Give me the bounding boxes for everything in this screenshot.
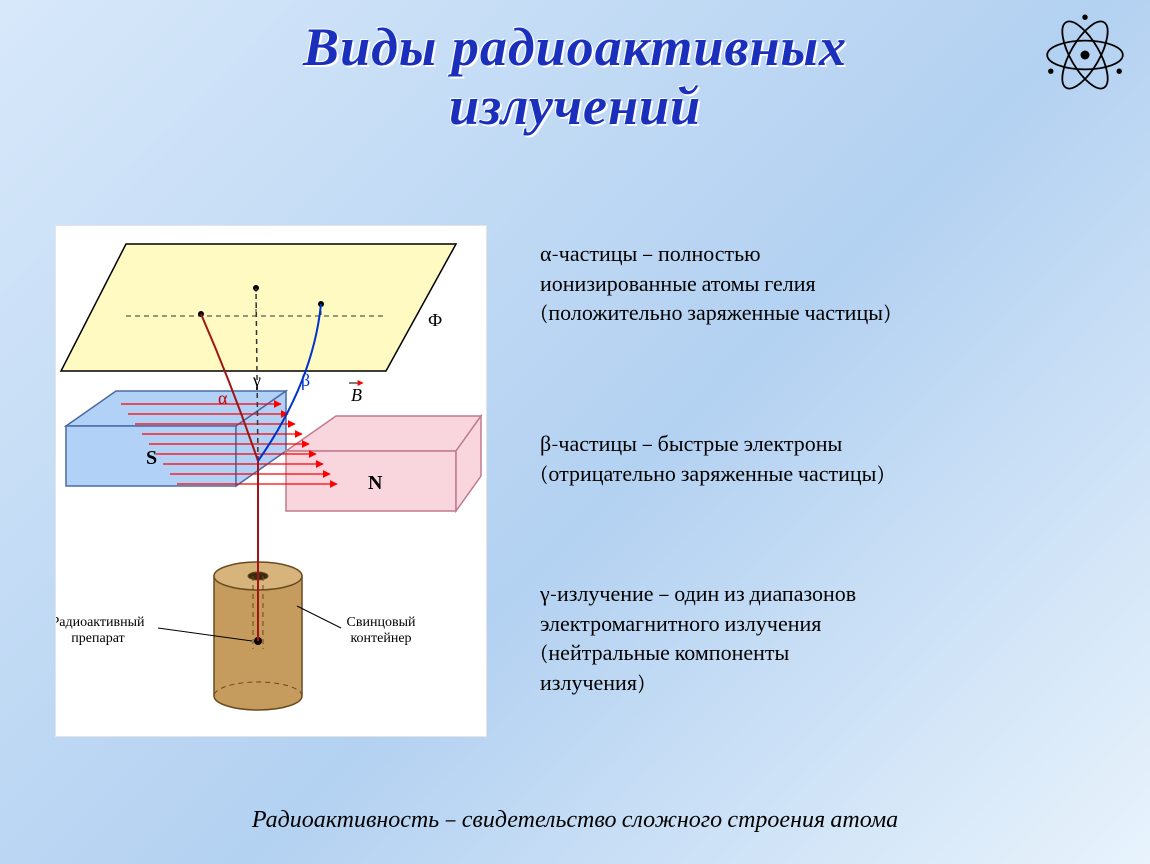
svg-text:γ: γ xyxy=(252,370,261,390)
svg-text:S: S xyxy=(146,447,157,469)
text-line: излучения) xyxy=(540,669,1110,699)
text-line: электромагнитного излучения xyxy=(540,610,1110,640)
atom-icon xyxy=(1040,10,1130,100)
svg-text:α: α xyxy=(218,388,228,408)
svg-text:β: β xyxy=(301,370,310,390)
alpha-description: α-частицы – полностьюионизированные атом… xyxy=(540,240,1110,329)
text-line: (отрицательно заряженные частицы) xyxy=(540,460,1110,490)
footer-text: Радиоактивность – свидетельство сложного… xyxy=(252,805,898,833)
footer-caption: Радиоактивность – свидетельство сложного… xyxy=(0,805,1150,834)
svg-text:контейнер: контейнер xyxy=(350,631,411,646)
slide-title: Виды радиоактивных излучений xyxy=(0,18,1150,137)
text-line: (нейтральные компоненты xyxy=(540,639,1110,669)
text-line: α-частицы – полностью xyxy=(540,240,1110,270)
title-line-1: Виды радиоактивных xyxy=(303,17,847,77)
svg-text:N: N xyxy=(368,472,383,494)
radiation-diagram: Ф Радиоактивныйпрепарат Свинцовыйконтейнер… xyxy=(55,225,487,737)
svg-text:Свинцовый: Свинцовый xyxy=(347,615,416,630)
gamma-description: γ-излучение – один из диапазоновэлектром… xyxy=(540,580,1110,699)
svg-text:Ф: Ф xyxy=(428,310,442,330)
text-line: β-частицы – быстрые электроны xyxy=(540,430,1110,460)
svg-text:препарат: препарат xyxy=(71,631,124,646)
text-line: ионизированные атомы гелия xyxy=(540,270,1110,300)
text-line: γ-излучение – один из диапазонов xyxy=(540,580,1110,610)
beta-description: β-частицы – быстрые электроны(отрицатель… xyxy=(540,430,1110,489)
svg-text:B: B xyxy=(351,385,362,405)
title-line-2: излучений xyxy=(449,76,701,136)
slide: Виды радиоактивных излучений Ф Радиоактив… xyxy=(0,0,1150,864)
svg-text:Радиоактивный: Радиоактивный xyxy=(56,615,145,630)
text-line: (положительно заряженные частицы) xyxy=(540,299,1110,329)
